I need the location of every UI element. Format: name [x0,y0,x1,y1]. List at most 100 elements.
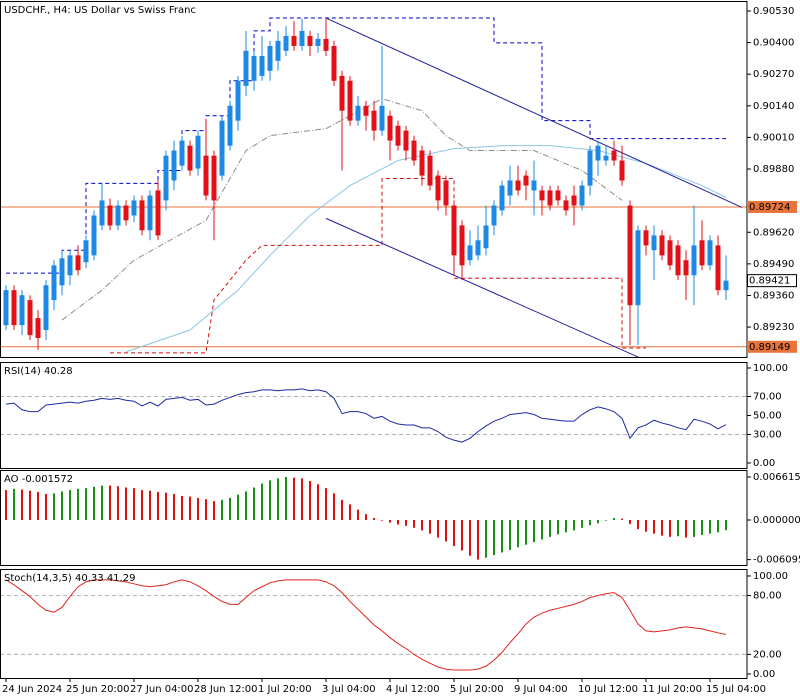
histogram-bar [421,519,423,531]
histogram-bar [45,493,47,520]
candle-body [91,215,97,256]
histogram-bar [21,489,23,520]
candle-body [595,145,601,161]
indicator-line [5,388,727,443]
candle-body [331,45,337,81]
candle-body [123,205,129,221]
level-tag [747,340,797,353]
histogram-bar [637,519,639,530]
candle-body [659,235,665,256]
panel [0,17,747,357]
panel-frame [0,1,748,358]
candle-body [3,290,9,326]
y-tick-label: 50.00 [753,410,782,421]
candle-body [491,205,497,226]
histogram-bar [589,519,591,526]
histogram-bar [205,499,207,520]
candle-body [27,300,33,336]
histogram-bar [525,519,527,545]
histogram-bar [109,485,111,520]
y-tick-label: 80.00 [753,591,782,602]
histogram-bar [541,519,543,540]
histogram-bar [517,519,519,548]
candle-body [587,150,593,186]
y-tick-label: 100.00 [753,571,788,582]
histogram-bar [229,497,231,520]
histogram-bar [117,486,119,520]
indicator-line [5,579,727,671]
y-tick-label: 30.00 [753,429,782,440]
overlay-line [61,98,623,321]
candle-body [667,240,673,266]
candle-body [347,80,353,121]
histogram-bar [469,519,471,556]
histogram-bar [445,519,447,542]
x-tick-label: 11 Jul 20:00 [642,684,702,695]
x-tick-label: 27 Jun 04:00 [130,684,194,695]
histogram-bar [37,492,39,520]
level-tag [747,200,797,213]
histogram-bar [93,486,95,520]
candle-body [499,185,505,211]
candle-body [267,45,273,71]
histogram-bar [581,519,583,528]
y-tick-label: 0.90530 [753,6,794,17]
histogram-bar [221,499,223,520]
candle-body [171,150,177,181]
histogram-bar [437,519,439,538]
y-tick-label: 100.00 [753,363,788,374]
histogram-bar [293,477,295,520]
histogram-bar [669,519,671,537]
histogram-bar [197,497,199,520]
candle-body [195,135,201,169]
candle-body [43,285,49,331]
histogram-bar [461,519,463,551]
histogram-bar [141,490,143,520]
candle-body [635,230,641,306]
histogram-bar [565,519,567,533]
y-tick-label: 0.90010 [753,132,794,143]
candle-body [627,205,633,306]
candle-body [275,40,281,61]
histogram-bar [621,518,623,520]
histogram-bar [725,519,727,531]
y-tick-label: 0.90400 [753,38,794,49]
histogram-bar [101,485,103,520]
histogram-bar [405,519,407,526]
histogram-bar [269,480,271,520]
level-tag-label: 0.89149 [749,342,790,353]
histogram-bar [533,519,535,543]
candle-body [19,295,25,326]
x-tick-label: 5 Jul 20:00 [450,684,504,695]
histogram-bar [317,484,319,520]
candle-body [379,105,385,131]
x-tick-label: 4 Jul 12:00 [386,684,440,695]
candle-body [147,195,153,231]
overlay-line [325,17,743,208]
candle-body [363,105,369,116]
candle-body [507,180,513,196]
x-tick-label: 24 Jun 2024 [2,684,62,695]
candle-body [459,225,465,266]
histogram-bar [429,519,431,534]
candle-body [603,155,609,161]
candle-body [715,245,721,291]
candle-body [427,155,433,186]
histogram-bar [389,519,391,523]
panel [5,477,727,560]
histogram-bar [133,488,135,520]
panel-frame [0,569,748,679]
candle-body [475,240,481,256]
histogram-bar [549,519,551,537]
candle-body [411,140,417,161]
histogram-bar [645,519,647,532]
candle-body [107,205,113,226]
histogram-bar [397,519,399,525]
x-tick-label: 10 Jul 12:00 [578,684,638,695]
overlay-line [110,178,646,354]
histogram-bar [85,488,87,520]
panel-title: USDCHF., H4: US Dollar vs Swiss Franc [4,5,196,16]
histogram-bar [253,487,255,520]
